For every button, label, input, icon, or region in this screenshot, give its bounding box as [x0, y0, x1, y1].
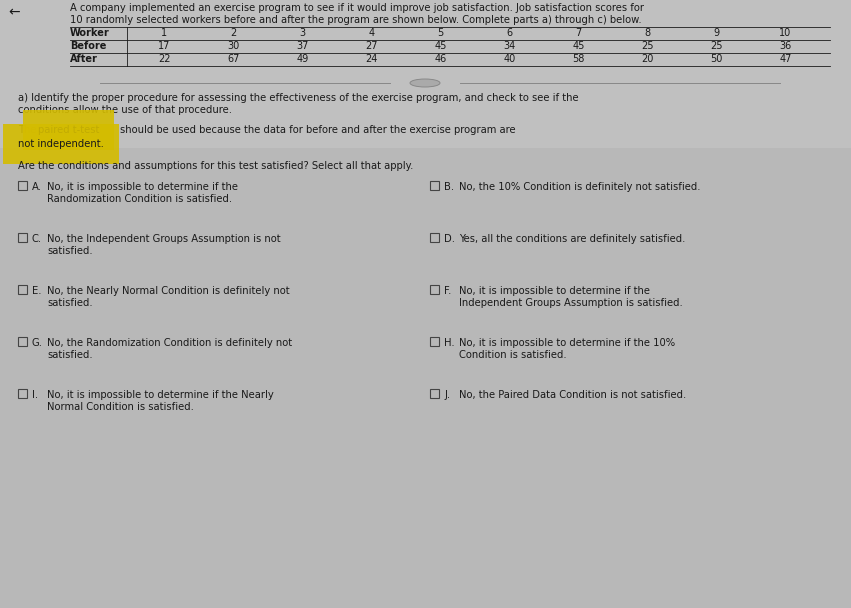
- Text: should be used because the data for before and after the exercise program are: should be used because the data for befo…: [120, 125, 516, 135]
- Text: I.: I.: [32, 390, 38, 400]
- Text: 8: 8: [644, 28, 650, 38]
- Text: Randomization Condition is satisfied.: Randomization Condition is satisfied.: [47, 194, 232, 204]
- Text: 1: 1: [162, 28, 168, 38]
- Text: Yes, all the conditions are definitely satisfied.: Yes, all the conditions are definitely s…: [459, 234, 685, 244]
- Text: 36: 36: [780, 41, 791, 51]
- Text: 47: 47: [780, 54, 791, 64]
- Text: 49: 49: [296, 54, 309, 64]
- Text: Normal Condition is satisfied.: Normal Condition is satisfied.: [47, 402, 194, 412]
- Text: 6: 6: [506, 28, 512, 38]
- Text: 34: 34: [504, 41, 516, 51]
- Text: 46: 46: [434, 54, 447, 64]
- Text: 9: 9: [713, 28, 720, 38]
- Text: not independent.: not independent.: [18, 139, 104, 149]
- Text: 30: 30: [227, 41, 240, 51]
- Ellipse shape: [410, 79, 440, 87]
- Text: paired t-test: paired t-test: [38, 125, 100, 135]
- Text: J.: J.: [444, 390, 450, 400]
- Text: No, the 10% Condition is definitely not satisfied.: No, the 10% Condition is definitely not …: [459, 182, 700, 192]
- Text: a) Identify the proper procedure for assessing the effectiveness of the exercise: a) Identify the proper procedure for ass…: [18, 93, 579, 103]
- Text: No, it is impossible to determine if the: No, it is impossible to determine if the: [47, 182, 238, 192]
- Text: G.: G.: [32, 338, 43, 348]
- Text: Before: Before: [70, 41, 106, 51]
- Text: ←: ←: [8, 5, 20, 19]
- Text: 25: 25: [711, 41, 722, 51]
- Text: C.: C.: [32, 234, 43, 244]
- Text: The: The: [18, 125, 37, 135]
- Text: satisfied.: satisfied.: [47, 246, 93, 256]
- Text: 7: 7: [575, 28, 581, 38]
- Text: E.: E.: [32, 286, 42, 296]
- Text: 4: 4: [368, 28, 374, 38]
- Text: No, the Nearly Normal Condition is definitely not: No, the Nearly Normal Condition is defin…: [47, 286, 289, 296]
- Text: No, it is impossible to determine if the Nearly: No, it is impossible to determine if the…: [47, 390, 274, 400]
- Text: Independent Groups Assumption is satisfied.: Independent Groups Assumption is satisfi…: [459, 298, 683, 308]
- Text: 25: 25: [642, 41, 654, 51]
- Text: F.: F.: [444, 286, 451, 296]
- Text: conditions allow the use of that procedure.: conditions allow the use of that procedu…: [18, 105, 232, 115]
- Text: 27: 27: [365, 41, 378, 51]
- Text: 20: 20: [642, 54, 654, 64]
- Text: A.: A.: [32, 182, 42, 192]
- Text: 10: 10: [780, 28, 791, 38]
- Text: 10 randomly selected workers before and after the program are shown below. Compl: 10 randomly selected workers before and …: [70, 15, 642, 25]
- Text: 50: 50: [711, 54, 722, 64]
- Text: H.: H.: [444, 338, 454, 348]
- Text: B.: B.: [444, 182, 454, 192]
- Text: No, the Randomization Condition is definitely not: No, the Randomization Condition is defin…: [47, 338, 292, 348]
- Text: 45: 45: [434, 41, 447, 51]
- Text: After: After: [70, 54, 98, 64]
- Text: 3: 3: [300, 28, 306, 38]
- FancyBboxPatch shape: [0, 0, 851, 148]
- Text: Condition is satisfied.: Condition is satisfied.: [459, 350, 567, 360]
- Text: 17: 17: [158, 41, 171, 51]
- Text: No, the Independent Groups Assumption is not: No, the Independent Groups Assumption is…: [47, 234, 281, 244]
- Text: Are the conditions and assumptions for this test satisfied? Select all that appl: Are the conditions and assumptions for t…: [18, 161, 414, 171]
- Text: D.: D.: [444, 234, 455, 244]
- Text: 40: 40: [504, 54, 516, 64]
- Text: 5: 5: [437, 28, 443, 38]
- Text: 24: 24: [365, 54, 378, 64]
- Text: No, it is impossible to determine if the 10%: No, it is impossible to determine if the…: [459, 338, 675, 348]
- Text: No, the Paired Data Condition is not satisfied.: No, the Paired Data Condition is not sat…: [459, 390, 686, 400]
- Text: 45: 45: [573, 41, 585, 51]
- Text: 58: 58: [573, 54, 585, 64]
- Text: satisfied.: satisfied.: [47, 298, 93, 308]
- Text: No, it is impossible to determine if the: No, it is impossible to determine if the: [459, 286, 650, 296]
- Text: 67: 67: [227, 54, 240, 64]
- Text: Worker: Worker: [70, 28, 110, 38]
- Text: 37: 37: [296, 41, 309, 51]
- Text: A company implemented an exercise program to see if it would improve job satisfa: A company implemented an exercise progra…: [70, 3, 644, 13]
- Text: 2: 2: [231, 28, 237, 38]
- Text: satisfied.: satisfied.: [47, 350, 93, 360]
- Text: 22: 22: [158, 54, 171, 64]
